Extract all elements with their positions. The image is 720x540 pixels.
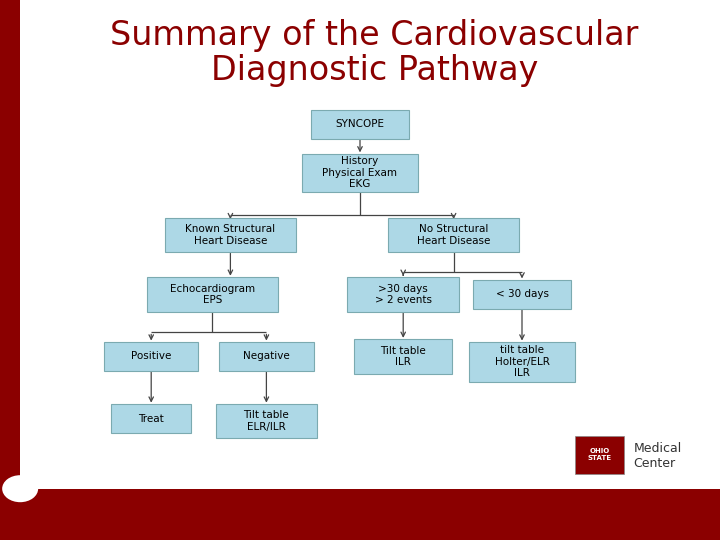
FancyBboxPatch shape bbox=[220, 342, 314, 371]
FancyBboxPatch shape bbox=[354, 339, 452, 374]
Text: Positive: Positive bbox=[131, 352, 171, 361]
Bar bbox=[0, 489, 720, 540]
Text: < 30 days: < 30 days bbox=[495, 289, 549, 299]
Text: Tilt table
ILR: Tilt table ILR bbox=[380, 346, 426, 367]
Text: Medical
Center: Medical Center bbox=[634, 442, 682, 470]
FancyBboxPatch shape bbox=[147, 277, 277, 312]
FancyBboxPatch shape bbox=[104, 342, 198, 371]
FancyBboxPatch shape bbox=[347, 277, 459, 312]
FancyBboxPatch shape bbox=[473, 280, 571, 309]
Text: Tilt table
ELR/ILR: Tilt table ELR/ILR bbox=[243, 410, 289, 432]
Text: >30 days
> 2 events: >30 days > 2 events bbox=[374, 284, 432, 305]
Text: SYNCOPE: SYNCOPE bbox=[336, 119, 384, 129]
Text: tilt table
Holter/ELR
ILR: tilt table Holter/ELR ILR bbox=[495, 345, 549, 379]
Text: Negative: Negative bbox=[243, 352, 289, 361]
FancyBboxPatch shape bbox=[166, 218, 296, 252]
Circle shape bbox=[2, 475, 38, 502]
Text: History
Physical Exam
EKG: History Physical Exam EKG bbox=[323, 156, 397, 190]
FancyBboxPatch shape bbox=[311, 110, 409, 139]
FancyBboxPatch shape bbox=[302, 153, 418, 192]
Text: Diagnostic Pathway: Diagnostic Pathway bbox=[211, 54, 538, 87]
FancyBboxPatch shape bbox=[111, 404, 192, 433]
FancyBboxPatch shape bbox=[389, 218, 518, 252]
Text: Known Structural
Heart Disease: Known Structural Heart Disease bbox=[185, 224, 276, 246]
Text: Treat: Treat bbox=[138, 414, 164, 423]
Text: Summary of the Cardiovascular: Summary of the Cardiovascular bbox=[110, 19, 639, 52]
Text: Echocardiogram
EPS: Echocardiogram EPS bbox=[170, 284, 255, 305]
Text: No Structural
Heart Disease: No Structural Heart Disease bbox=[417, 224, 490, 246]
Text: OHIO
STATE: OHIO STATE bbox=[588, 448, 612, 461]
FancyBboxPatch shape bbox=[469, 342, 575, 382]
Bar bbox=[0, 0, 20, 489]
FancyBboxPatch shape bbox=[216, 404, 318, 438]
FancyBboxPatch shape bbox=[575, 436, 624, 474]
